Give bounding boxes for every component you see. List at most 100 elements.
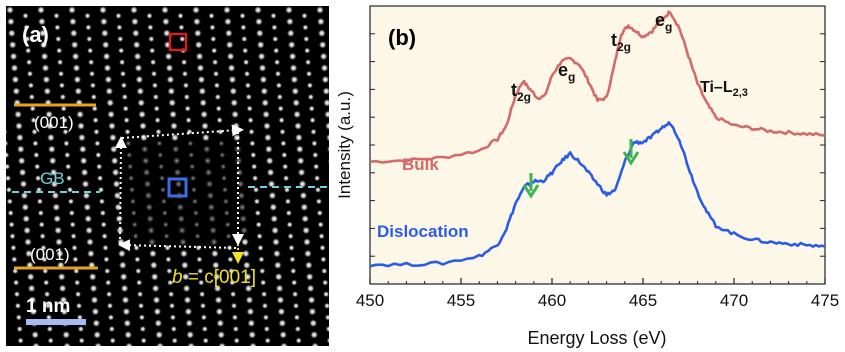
atom-column	[44, 302, 52, 310]
scale-bar	[26, 319, 86, 325]
atom-column	[264, 337, 272, 344]
atom-column	[194, 40, 203, 50]
atom-column	[185, 318, 194, 328]
atom-column	[184, 307, 193, 316]
atom-column	[152, 295, 161, 305]
atom-column	[216, 116, 224, 124]
atom-column	[146, 12, 153, 20]
atom-column	[6, 174, 12, 182]
atom-column	[297, 168, 306, 177]
atom-column	[311, 140, 318, 147]
atom-column	[63, 151, 71, 159]
atom-column	[289, 267, 297, 275]
atom-column	[182, 284, 191, 293]
atom-column	[32, 151, 40, 159]
atom-column	[59, 93, 67, 101]
atom-column	[110, 156, 119, 166]
atom-column	[319, 244, 326, 252]
atom-column	[61, 330, 71, 340]
atom-column	[193, 28, 203, 38]
atom-column	[92, 330, 102, 340]
atom-column	[243, 272, 252, 282]
atom-column	[212, 70, 220, 78]
atom-column	[284, 198, 292, 205]
atom-column	[132, 40, 141, 50]
atom-column	[152, 93, 160, 101]
atom-column	[53, 226, 63, 235]
atom-column	[207, 214, 217, 224]
plane-label-top: (001)	[34, 113, 74, 132]
atom-column	[141, 156, 150, 166]
atom-column	[25, 58, 33, 66]
atom-column	[41, 256, 48, 263]
atom-column	[13, 110, 23, 119]
atom-column	[278, 318, 287, 328]
atom-column	[140, 337, 148, 344]
atom-column	[231, 314, 239, 321]
atom-column	[151, 284, 160, 293]
atom-column	[107, 314, 115, 321]
atom-column	[291, 86, 300, 96]
atom-column	[31, 342, 41, 346]
atom-column	[118, 58, 126, 66]
atom-column	[350, 52, 359, 61]
atom-column	[84, 12, 91, 20]
atom-column	[161, 209, 169, 217]
atom-column	[260, 290, 268, 298]
atom-column	[229, 290, 237, 298]
atom-column	[44, 110, 54, 119]
atom-column	[88, 70, 96, 78]
atom-column	[296, 156, 306, 166]
atom-column	[46, 325, 54, 333]
atom-column	[271, 237, 281, 247]
atom-column	[231, 121, 241, 131]
atom-column	[94, 140, 101, 147]
atom-column	[126, 163, 134, 171]
atom-column	[279, 128, 286, 136]
atom-column	[78, 337, 86, 344]
atom-column	[82, 191, 91, 200]
atom-column	[278, 330, 288, 340]
atom-column	[115, 12, 122, 20]
atom-column	[265, 156, 275, 166]
atom-column	[247, 330, 257, 340]
atom-column	[339, 307, 348, 316]
atom-column	[352, 268, 359, 275]
atom-column	[257, 52, 266, 61]
series-layer	[369, 10, 826, 268]
atom-column	[318, 40, 328, 50]
atom-column	[311, 151, 319, 159]
atom-column	[187, 140, 194, 147]
atom-column	[160, 6, 170, 15]
atom-column	[257, 244, 264, 252]
panel-a-stem-image: (a) (001) GB (001) b = c[001] 1 nm	[0, 6, 359, 346]
atom-column	[191, 6, 201, 15]
atom-column	[317, 28, 327, 38]
atom-column	[39, 40, 48, 50]
atom-column	[77, 325, 85, 333]
atom-column	[24, 47, 32, 54]
atom-column	[165, 63, 174, 73]
atom-column	[65, 174, 73, 182]
atom-column	[176, 214, 186, 224]
atom-column	[68, 17, 78, 26]
atom-column	[199, 110, 209, 119]
atom-column	[256, 232, 263, 240]
atom-column	[85, 24, 92, 31]
atom-column	[217, 342, 227, 346]
atom-column	[196, 63, 205, 73]
atom-column	[55, 47, 63, 54]
atom-column	[0, 59, 2, 66]
x-tick-label: 475	[811, 291, 839, 310]
atom-column	[222, 198, 230, 205]
peak-label-t2g-1: t2g	[511, 80, 531, 104]
atom-column	[166, 75, 175, 84]
atom-column	[66, 186, 74, 194]
atom-column	[264, 144, 274, 154]
atom-column	[184, 105, 192, 112]
atom-column	[215, 307, 224, 316]
atom-column	[6, 198, 14, 205]
atom-column	[12, 279, 20, 286]
atom-column	[74, 86, 83, 96]
x-ticks: 450 455 460 465 470 475	[356, 278, 839, 310]
